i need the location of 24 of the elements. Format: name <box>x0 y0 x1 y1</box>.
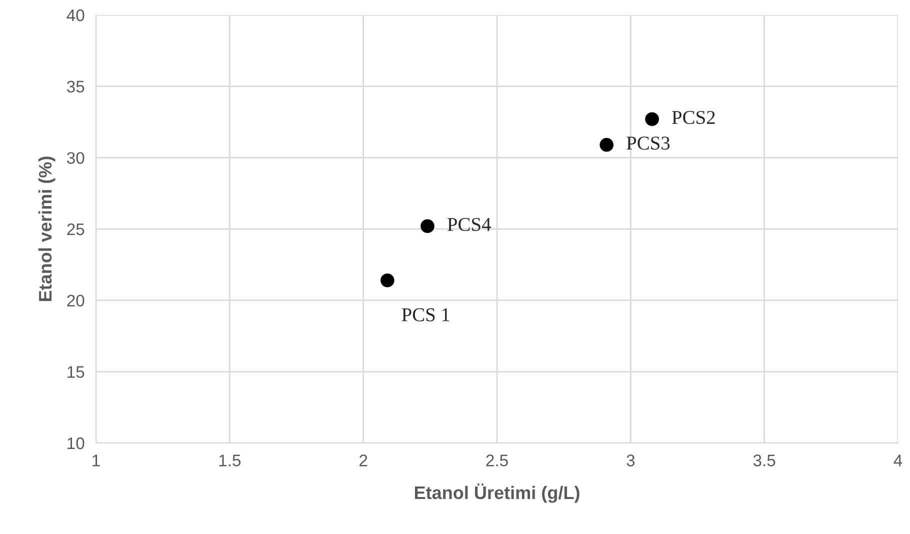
y-tick-label: 25 <box>67 223 84 236</box>
x-tick-label: 1.5 <box>219 454 241 466</box>
x-tick-label: 1 <box>92 454 100 466</box>
annotation: PCS 1 <box>402 308 450 322</box>
y-tick-label: 15 <box>68 366 84 378</box>
x-axis-title: Etanol Üretimi (g/L) <box>414 484 580 503</box>
y-tick-label: 20 <box>67 294 84 307</box>
annotation: PCS2 <box>672 110 715 124</box>
point <box>380 273 394 288</box>
annotation: PCS3 <box>626 136 670 150</box>
y-tick-label: 40 <box>66 9 84 22</box>
point <box>645 112 659 126</box>
x-tick-label: 4 <box>894 454 902 466</box>
point <box>420 219 434 234</box>
y-tick-label: 35 <box>66 80 84 93</box>
y-tick-label: 30 <box>66 152 84 164</box>
point <box>600 138 614 152</box>
x-tick-label: 3 <box>626 454 635 466</box>
x-tick-label: 3.5 <box>753 454 776 466</box>
y-tick-label: 10 <box>68 437 84 450</box>
annotation: PCS4 <box>447 218 491 232</box>
y-axis-title: Etanol verimi (%) <box>38 156 56 302</box>
x-tick-label: 2 <box>360 454 368 466</box>
x-tick-label: 2.5 <box>486 454 508 466</box>
